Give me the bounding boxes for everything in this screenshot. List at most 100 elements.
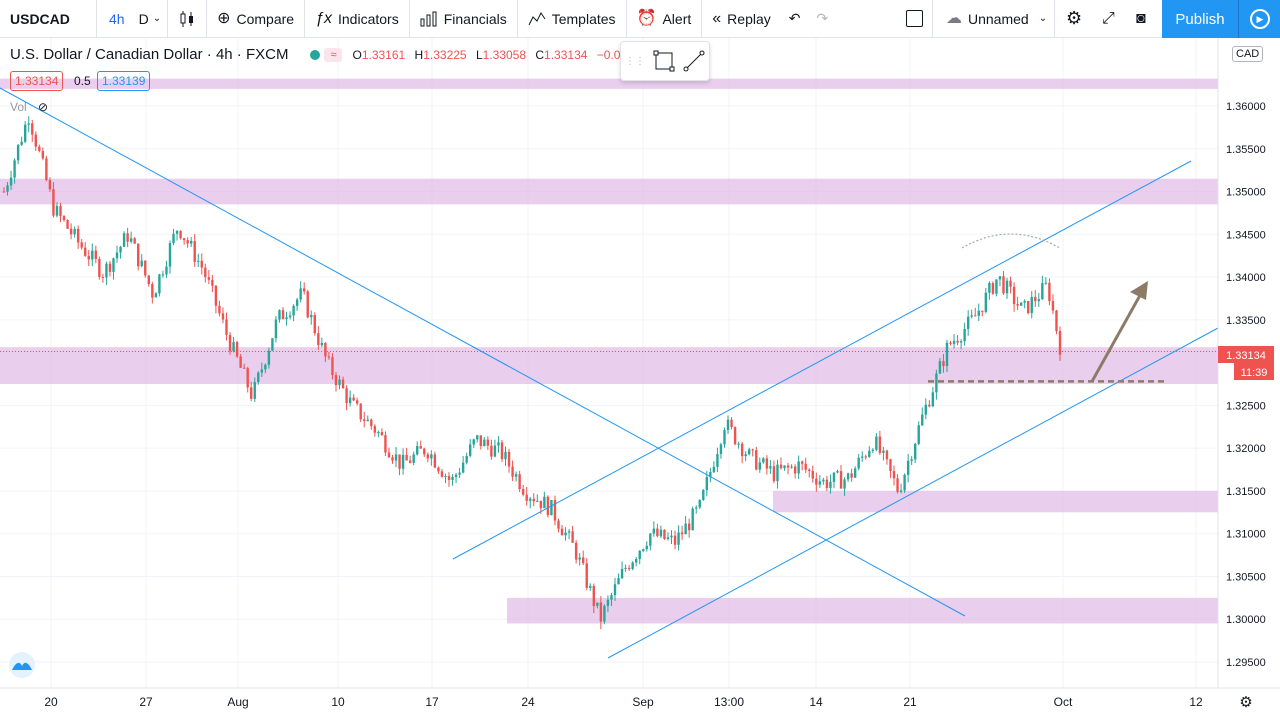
candle-body <box>737 443 740 445</box>
support-resistance-zone[interactable] <box>507 597 1218 624</box>
time-tick-label: 17 <box>425 695 439 709</box>
candle-body <box>98 259 101 277</box>
trendline[interactable] <box>452 160 1192 560</box>
candle-body <box>320 342 324 346</box>
candle-body <box>627 567 631 570</box>
templates-button[interactable]: Templates <box>518 0 626 38</box>
replay-button[interactable]: « Replay <box>702 0 781 38</box>
trendline[interactable] <box>607 327 1219 659</box>
candle-body <box>564 532 567 536</box>
settings-gear-icon[interactable]: ⚙ <box>1239 693 1252 711</box>
trendline[interactable] <box>0 87 966 617</box>
candle-body <box>744 454 747 457</box>
bid-price-box[interactable]: 1.33134 <box>10 71 64 91</box>
candle-body <box>416 446 419 455</box>
projection-arrow[interactable] <box>1090 289 1145 383</box>
data-delay-icon[interactable]: ≈ <box>324 47 343 62</box>
redo-icon[interactable]: ↷ <box>816 10 829 26</box>
candle-body <box>963 328 966 342</box>
logo-watermark <box>9 652 35 678</box>
volume-legend[interactable]: Vol ⊘ <box>10 100 48 114</box>
layout-name-button[interactable]: ☁ Unnamed ⌄ <box>936 0 1057 38</box>
candles-style-button[interactable] <box>168 0 206 38</box>
candle-body <box>606 599 610 606</box>
time-axis[interactable]: 20 27 Aug 10 17 24 Sep 13:00 14 21 Oct 12 <box>44 695 1203 709</box>
legend-title[interactable]: U.S. Dollar / Canadian Dollar · 4h · FXC… <box>10 46 289 63</box>
candle-body <box>903 474 906 491</box>
candle-body <box>716 453 719 467</box>
candle-body <box>310 315 313 318</box>
candle-body <box>666 537 670 539</box>
support-resistance-zone[interactable] <box>0 347 1218 384</box>
fullscreen-layout-button[interactable] <box>896 0 933 38</box>
candle-body <box>338 379 341 386</box>
candle-body <box>80 242 83 248</box>
candle-body <box>345 388 348 404</box>
candle-body <box>702 490 705 501</box>
candle-body <box>200 260 203 268</box>
candle-body <box>9 177 13 186</box>
candle-body <box>250 387 253 399</box>
candle-body <box>719 444 723 454</box>
candle-body <box>998 276 1002 280</box>
gear-icon[interactable]: ⚙ <box>1066 8 1083 28</box>
eye-crossed-icon[interactable]: ⊘ <box>38 100 49 114</box>
fullscreen-icon[interactable]: ⤢ <box>1102 9 1115 27</box>
play-button[interactable]: ▶ <box>1238 0 1280 38</box>
candle-body <box>818 481 822 485</box>
candle-body <box>995 279 998 294</box>
interval-button[interactable]: 4h <box>109 10 125 27</box>
ask-price-box[interactable]: 1.33139 <box>97 71 151 91</box>
low-label: L <box>475 47 483 62</box>
chart-style-letter[interactable]: D ⌄ <box>133 0 168 38</box>
candle-body <box>423 448 426 455</box>
indicators-button[interactable]: ƒx Indicators <box>305 0 409 38</box>
candle-body <box>906 460 910 475</box>
candle-body <box>705 477 709 491</box>
candle-body <box>949 342 952 344</box>
candle-body <box>419 446 422 449</box>
candle-body <box>264 364 267 370</box>
alert-button[interactable]: ⏰ Alert <box>627 0 702 38</box>
candle-body <box>175 230 179 234</box>
layout-name-label: Unnamed <box>968 10 1029 27</box>
candle-body <box>137 243 140 267</box>
rectangle-tool-icon[interactable] <box>653 50 675 72</box>
candle-body <box>977 310 980 316</box>
candle-body <box>603 605 606 622</box>
drag-handle-icon[interactable]: ⋮⋮ <box>625 55 645 67</box>
candle-body <box>843 479 846 489</box>
financials-button[interactable]: Financials <box>410 0 517 38</box>
camera-icon[interactable]: ◙ <box>1136 9 1146 27</box>
market-status-dot[interactable] <box>310 49 321 60</box>
candle-body <box>140 260 143 267</box>
compare-button[interactable]: ⊕ Compare <box>207 0 304 38</box>
candle-body <box>889 459 892 472</box>
currency-label[interactable]: CAD <box>1232 46 1264 62</box>
symbol-search[interactable]: USDCAD <box>10 10 70 27</box>
price-tick-label: 1.30000 <box>1226 614 1266 626</box>
price-axis[interactable]: 1.36000 1.35500 1.35000 1.34500 1.34000 1.335… <box>1226 101 1266 669</box>
support-resistance-zone[interactable] <box>0 78 1218 89</box>
toolbar-divider <box>304 0 306 38</box>
time-tick-label: 20 <box>44 695 58 709</box>
candle-body <box>278 310 281 320</box>
candle-body <box>281 310 285 320</box>
candle-body <box>246 368 249 388</box>
candle-body <box>355 400 359 404</box>
candle-body <box>631 562 634 570</box>
candle-body <box>910 459 913 461</box>
price-chart[interactable]: 1.36000 1.35500 1.35000 1.34500 1.34000 1.335… <box>0 38 1280 716</box>
candle-body <box>578 557 581 560</box>
zones <box>0 78 1218 624</box>
publish-button[interactable]: Publish <box>1162 0 1238 38</box>
candle-body <box>91 250 94 260</box>
legend-exchange: FXCM <box>245 46 289 63</box>
undo-icon[interactable]: ↶ <box>788 10 801 26</box>
support-resistance-zone[interactable] <box>0 178 1218 205</box>
trendline-tool-icon[interactable] <box>683 50 705 72</box>
support-resistance-zone[interactable] <box>773 490 1218 513</box>
candle-body <box>147 275 151 285</box>
candle-body <box>348 397 352 404</box>
candle-body <box>645 545 648 550</box>
